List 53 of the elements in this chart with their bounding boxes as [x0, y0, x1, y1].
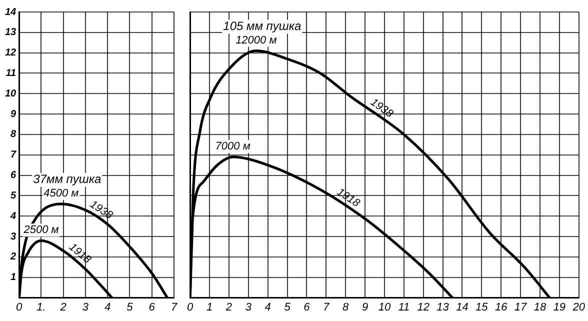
x-tick-label: 16 [494, 301, 508, 314]
x-tick-label: 2 [59, 301, 66, 314]
x-tick-label: 0 [16, 301, 24, 314]
annotation: 12000 м [236, 34, 278, 46]
y-tick-label: 1 [10, 272, 17, 284]
y-tick-label: 9 [10, 108, 17, 120]
y-tick-label: 11 [6, 68, 17, 79]
annotation: 4500 м [44, 187, 80, 200]
x-tick-label: 1 [206, 301, 213, 314]
x-tick-label: 18 [534, 301, 547, 314]
x-tick-label: 4 [264, 301, 271, 314]
x-tick-label: 0 [186, 301, 194, 314]
y-tick-label: 4 [10, 210, 17, 222]
y-tick-label: 8 [10, 129, 17, 140]
x-tick-label: 8 [342, 301, 350, 314]
x-tick-label: 14 [456, 301, 468, 314]
annotation: 7000 м [215, 140, 251, 153]
y-tick-label: 13 [5, 27, 17, 38]
annotation: 2500 м [22, 224, 60, 236]
y-tick-label: 7 [10, 150, 17, 161]
text: 1938 [88, 198, 116, 222]
x-tick-label: 11 [398, 301, 410, 314]
x-tick-label: 13 [436, 301, 450, 314]
x-tick-label: 6 [304, 301, 311, 314]
x-tick-label: 10 [378, 301, 392, 314]
x-tick-label: 20 [572, 301, 586, 314]
text: 1938 [368, 96, 396, 121]
y-tick-label: 6 [10, 170, 17, 182]
x-tick-label: 5 [284, 301, 292, 314]
y-tick-label: 5 [10, 190, 17, 202]
y-tick-label: 12 [5, 48, 17, 59]
x-tick-label: 2 [224, 301, 232, 314]
x-tick-label: 12 [417, 301, 430, 314]
x-tick-label: 4 [104, 301, 111, 314]
text: 1918 [66, 241, 94, 267]
text: 105 мм пушка [223, 19, 302, 34]
x-tick-label: 1. [36, 301, 46, 314]
x-tick-label: 17 [514, 301, 528, 314]
y-tick-label: 3 [10, 231, 17, 242]
text: 1918 [334, 186, 363, 210]
x-tick-label: 19 [553, 301, 566, 314]
text: 37мм пушка [33, 172, 102, 186]
x-tick-label: 7 [170, 301, 178, 314]
y-tick-label: 14 [5, 6, 17, 18]
y-tick-label: 2 [10, 252, 17, 263]
x-tick-label: 9 [362, 301, 368, 314]
x-tick-label: 6 [148, 301, 156, 314]
x-tick-label: 15 [476, 301, 489, 314]
x-tick-label: 3 [245, 301, 252, 314]
y-tick-label: 10 [5, 88, 17, 100]
x-tick-label: 5 [126, 301, 134, 314]
x-tick-label: 3 [82, 301, 90, 314]
x-tick-label: 7 [323, 301, 330, 314]
